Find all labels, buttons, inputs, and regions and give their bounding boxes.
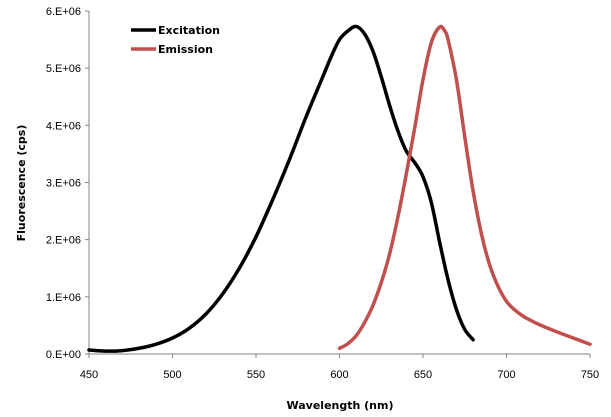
x-axis: 450 500 550 600 650 700 750 Wavelength (nm)	[80, 354, 599, 412]
y-tick-label: 5.E+06	[46, 63, 81, 75]
y-tick-label: 1.E+06	[46, 292, 81, 304]
y-tick-label: 4.E+06	[46, 120, 81, 132]
x-tick-label: 500	[163, 369, 181, 381]
x-tick-label: 650	[414, 369, 432, 381]
legend-label-emission: Emission	[158, 43, 213, 56]
y-tick-label: 0.E+00	[46, 349, 81, 361]
x-tick-label: 550	[247, 369, 265, 381]
legend: Excitation Emission	[131, 24, 220, 56]
x-tick-label: 600	[330, 369, 348, 381]
x-tick-label: 750	[581, 369, 599, 381]
y-axis-title: Fluorescence (cps)	[15, 125, 28, 242]
x-axis-title: Wavelength (nm)	[287, 399, 394, 412]
plot-series	[89, 26, 590, 351]
x-tick-label: 450	[80, 369, 98, 381]
series-line-emission	[340, 26, 591, 348]
y-tick-label: 2.E+06	[46, 235, 81, 247]
legend-label-excitation: Excitation	[158, 24, 220, 37]
y-axis: 0.E+00 1.E+06 2.E+06 3.E+06 4.E+06 5.E+06 6.E+…	[15, 6, 89, 361]
x-tick-label: 700	[497, 369, 515, 381]
y-tick-label: 6.E+06	[46, 6, 81, 18]
y-tick-label: 3.E+06	[46, 178, 81, 190]
x-ticks: 450 500 550 600 650 700 750	[80, 354, 599, 381]
series-line-excitation	[89, 26, 473, 351]
y-ticks: 0.E+00 1.E+06 2.E+06 3.E+06 4.E+06 5.E+06 6.E+…	[46, 6, 89, 361]
